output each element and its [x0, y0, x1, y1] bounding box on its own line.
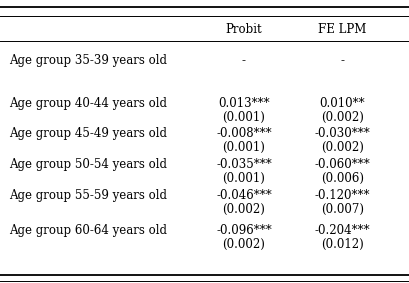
Text: (0.001): (0.001) [222, 172, 265, 185]
Text: Age group 35-39 years old: Age group 35-39 years old [9, 54, 166, 67]
Text: -0.008***: -0.008*** [216, 127, 271, 140]
Text: (0.001): (0.001) [222, 111, 265, 124]
Text: -0.060***: -0.060*** [314, 158, 369, 171]
Text: Probit: Probit [225, 23, 262, 36]
Text: FE LPM: FE LPM [317, 23, 366, 36]
Text: (0.012): (0.012) [320, 238, 363, 251]
Text: (0.002): (0.002) [222, 238, 265, 251]
Text: Age group 50-54 years old: Age group 50-54 years old [9, 158, 166, 171]
Text: (0.002): (0.002) [320, 141, 363, 154]
Text: (0.002): (0.002) [320, 111, 363, 124]
Text: 0.010**: 0.010** [319, 97, 364, 110]
Text: 0.013***: 0.013*** [218, 97, 269, 110]
Text: Age group 55-59 years old: Age group 55-59 years old [9, 189, 166, 202]
Text: (0.006): (0.006) [320, 172, 363, 185]
Text: -0.030***: -0.030*** [314, 127, 369, 140]
Text: -0.204***: -0.204*** [314, 224, 369, 237]
Text: (0.001): (0.001) [222, 141, 265, 154]
Text: -: - [241, 54, 245, 67]
Text: -0.035***: -0.035*** [216, 158, 271, 171]
Text: Age group 60-64 years old: Age group 60-64 years old [9, 224, 166, 237]
Text: -0.096***: -0.096*** [216, 224, 271, 237]
Text: (0.007): (0.007) [320, 203, 363, 216]
Text: -0.120***: -0.120*** [314, 189, 369, 202]
Text: -: - [339, 54, 344, 67]
Text: -0.046***: -0.046*** [216, 189, 271, 202]
Text: (0.002): (0.002) [222, 203, 265, 216]
Text: Age group 40-44 years old: Age group 40-44 years old [9, 97, 166, 110]
Text: Age group 45-49 years old: Age group 45-49 years old [9, 127, 166, 140]
